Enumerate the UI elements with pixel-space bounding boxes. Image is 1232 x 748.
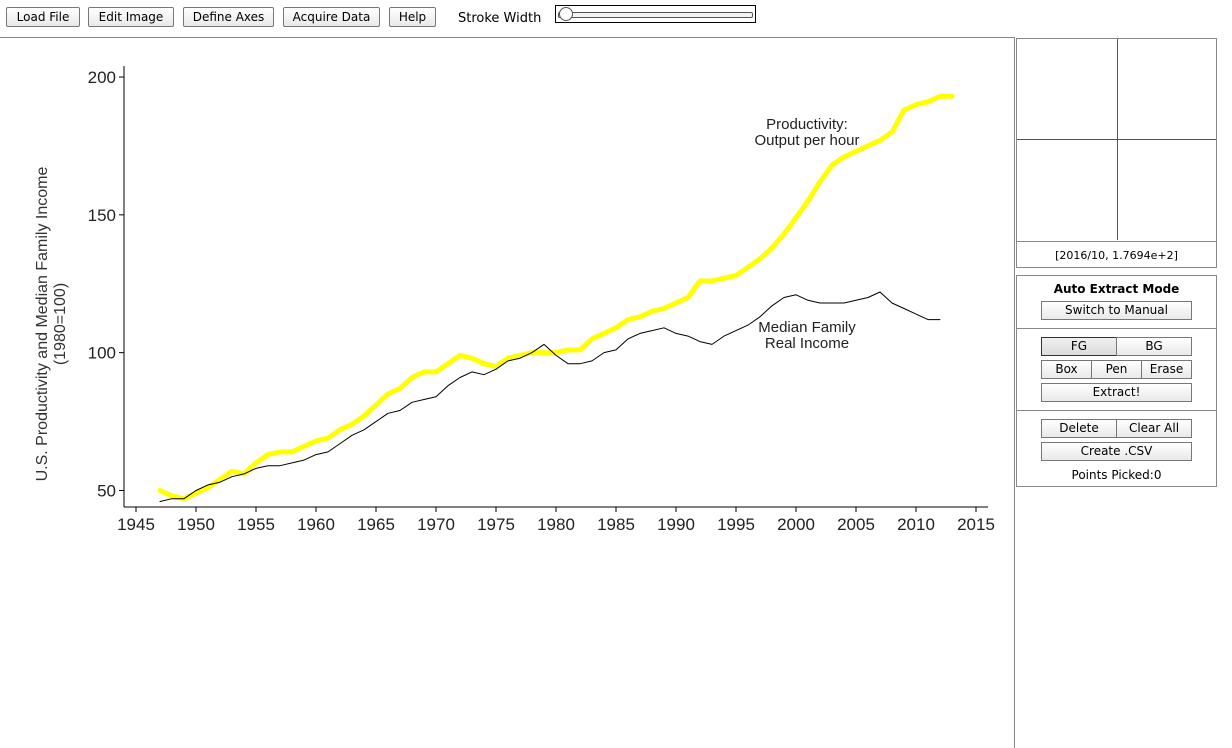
panel-divider [1017,410,1216,411]
income-series-line [159,291,941,502]
y-tick-label: 150 [88,206,116,225]
toolbar: Load File Edit Image Define Axes Acquire… [0,0,1232,36]
zoom-view: [2016/10, 1.7694e+2] [1016,38,1217,268]
x-tick-label: 2000 [777,515,815,534]
x-tick-label: 1985 [597,515,635,534]
fg-button[interactable]: FG [1041,337,1117,356]
productivity-annotation: Productivity: [766,116,848,133]
points-picked-count: Points Picked:0 [1071,468,1162,482]
load-file-button[interactable]: Load File [6,7,80,27]
create-csv-button[interactable]: Create .CSV [1041,442,1192,461]
edit-image-button[interactable]: Edit Image [88,7,174,27]
income-annotation: Median Family [758,319,856,336]
delete-button[interactable]: Delete [1041,419,1117,438]
x-tick-label: 1980 [537,515,575,534]
chart-annotations: Productivity:Output per hour Median Famil… [754,116,859,352]
zoom-crosshair-horizontal [1017,139,1216,140]
stroke-width-label: Stroke Width [458,11,542,26]
help-button[interactable]: Help [389,7,436,27]
productivity-series-line [157,93,955,502]
extract-button[interactable]: Extract! [1041,383,1192,402]
x-tick-label: 1995 [717,515,755,534]
pen-button[interactable]: Pen [1091,360,1142,379]
slider-track [558,12,753,18]
mode-title: Auto Extract Mode [1053,282,1180,296]
x-tick-label: 1950 [177,515,215,534]
chart-axes: 1945 1950 1955 1960 1965 1970 1975 1980 1985 1990… [34,66,995,534]
x-tick-label: 1960 [297,515,335,534]
x-tick-label: 1990 [657,515,695,534]
productivity-annotation: Output per hour [754,132,859,149]
income-annotation: Real Income [765,335,849,352]
x-tick-label: 1965 [357,515,395,534]
y-axis-label: U.S. Productivity and Median Family Inco… [34,167,51,482]
chart-series [157,93,955,502]
x-tick-label: 1970 [417,515,455,534]
panel-divider [1017,328,1216,329]
chart: 1945 1950 1955 1960 1965 1970 1975 1980 1985 1990… [34,66,995,534]
stroke-width-slider[interactable] [555,5,756,23]
x-tick-label: 1955 [237,515,275,534]
x-tick-label: 2005 [837,515,875,534]
cursor-coordinates: [2016/10, 1.7694e+2] [1055,249,1178,262]
y-tick-label: 50 [97,481,116,500]
image-canvas[interactable]: 1945 1950 1955 1960 1965 1970 1975 1980 1985 1990… [0,37,1015,748]
erase-button[interactable]: Erase [1141,360,1192,379]
x-tick-label: 2010 [897,515,935,534]
x-tick-label: 1975 [477,515,515,534]
box-button[interactable]: Box [1041,360,1092,379]
y-axis-label-sub: (1980=100) [52,283,69,365]
x-tick-label: 2015 [957,515,995,534]
bg-button[interactable]: BG [1116,337,1192,356]
acquire-data-button[interactable]: Acquire Data [283,7,380,27]
auto-extract-panel: Auto Extract Mode Switch to Manual FG BG… [1016,275,1217,487]
define-axes-button[interactable]: Define Axes [183,7,274,27]
zoom-divider [1017,241,1216,242]
y-tick-label: 100 [88,344,116,363]
clear-all-button[interactable]: Clear All [1116,419,1192,438]
switch-to-manual-button[interactable]: Switch to Manual [1041,301,1192,320]
y-tick-label: 200 [88,68,116,87]
x-tick-label: 1945 [117,515,155,534]
slider-thumb[interactable] [559,7,573,21]
